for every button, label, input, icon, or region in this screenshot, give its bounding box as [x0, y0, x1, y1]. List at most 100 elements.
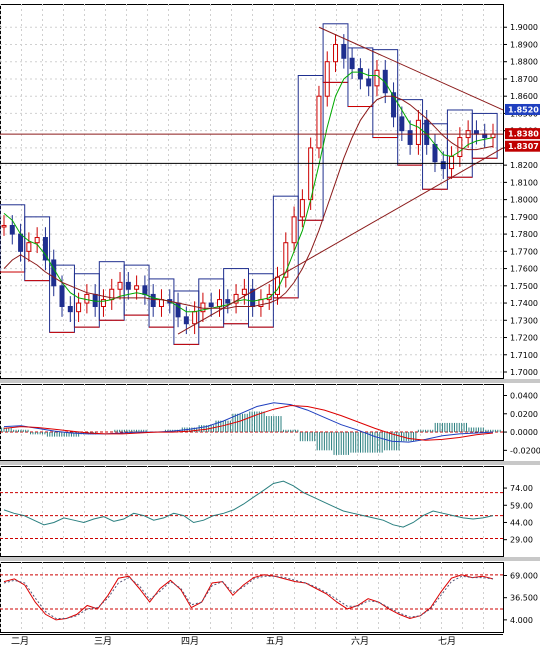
candle-body — [117, 281, 123, 290]
candle-body — [482, 133, 488, 139]
candle-body — [183, 316, 189, 325]
y-tick-label: 1.8100 — [510, 178, 538, 187]
candle-body — [449, 156, 455, 170]
candle-body — [333, 43, 339, 63]
month-label: 六月 — [351, 635, 369, 647]
rsi-line — [3, 480, 494, 528]
candle-body — [357, 68, 363, 80]
candle-body — [125, 281, 131, 290]
month-label: 七月 — [438, 636, 456, 647]
candle-body — [76, 302, 82, 313]
candle-body — [208, 302, 214, 307]
price-badge — [505, 140, 540, 152]
candle-body — [18, 233, 24, 252]
y-tick-label: 1.7700 — [510, 247, 538, 256]
candle-body — [382, 69, 388, 94]
support-trendline — [177, 147, 504, 335]
candle-body — [349, 57, 355, 70]
y-tick-label: 1.7200 — [510, 334, 538, 343]
y-tick-label: 1.8000 — [510, 196, 538, 205]
price-badge-label: 1.8520 — [508, 105, 539, 114]
moving-average-line — [3, 95, 494, 309]
candle-body — [415, 119, 421, 145]
candle-body — [341, 43, 347, 59]
price-badge-label: 1.8307 — [508, 142, 539, 151]
candle-body — [283, 242, 289, 278]
y-tick-label: 1.7400 — [510, 299, 538, 308]
y-tick-label: -0.0200 — [510, 446, 540, 455]
candle-body — [316, 95, 322, 149]
candle-body — [142, 285, 148, 295]
panel-separator — [0, 461, 540, 465]
candle-body — [26, 242, 32, 252]
candle-body — [216, 299, 222, 307]
y-tick-label: 0.0400 — [510, 391, 538, 400]
y-tick-label: 4.000 — [510, 616, 533, 625]
y-tick-label: 69.000 — [510, 572, 538, 581]
panel-separator — [0, 557, 540, 561]
candle-body — [1, 224, 7, 228]
candle-body — [391, 92, 397, 118]
moving-average-line — [3, 71, 494, 313]
candle-body — [490, 133, 496, 139]
month-label: 五月 — [266, 636, 284, 647]
y-tick-label: 1.7600 — [510, 265, 538, 274]
candle-body — [34, 237, 40, 244]
price-badge — [505, 128, 540, 140]
macd-signal-line — [3, 404, 494, 441]
y-tick-label: 0.0200 — [510, 410, 538, 419]
y-tick-label: 1.7800 — [510, 230, 538, 239]
y-tick-label: 1.7000 — [510, 368, 538, 377]
candle-body — [158, 299, 164, 307]
candle-body — [42, 237, 48, 261]
candle-body — [134, 285, 140, 290]
y-tick-label: 1.9000 — [510, 23, 538, 32]
y-tick-label: 1.8700 — [510, 75, 538, 84]
candle-body — [241, 288, 247, 295]
candle-body — [366, 78, 372, 87]
y-tick-label: 36.500 — [510, 594, 538, 603]
y-tick-label: 44.00 — [510, 518, 533, 527]
candle-body — [84, 293, 90, 304]
y-tick-label: 1.7900 — [510, 213, 538, 222]
candle-body — [233, 293, 239, 304]
y-tick-label: 1.8800 — [510, 58, 538, 67]
candle-body — [407, 130, 413, 145]
stochastic-d-line — [3, 575, 494, 619]
month-label: 四月 — [181, 636, 199, 647]
y-tick-label: 1.8600 — [510, 92, 538, 101]
y-tick-label: 0.0000 — [510, 428, 538, 437]
candle-body — [399, 116, 405, 132]
stochastic-k-line — [3, 574, 494, 621]
candle-body — [440, 161, 446, 170]
candle-body — [473, 130, 479, 135]
candle-body — [51, 259, 57, 287]
panel-separator — [0, 379, 540, 383]
y-tick-label: 1.7100 — [510, 351, 538, 360]
candle-body — [150, 293, 156, 307]
candle-body — [100, 299, 106, 307]
y-tick-label: 1.8200 — [510, 161, 538, 170]
candle-body — [59, 285, 65, 307]
price-badge-label: 1.8380 — [508, 130, 539, 139]
candle-body — [266, 293, 272, 301]
y-tick-label: 74.00 — [510, 484, 533, 493]
candle-body — [291, 216, 297, 244]
candle-body — [374, 69, 380, 87]
y-tick-label: 29.00 — [510, 536, 533, 545]
candle-body — [9, 224, 15, 235]
candle-body — [324, 61, 330, 97]
macd-line — [3, 402, 494, 443]
candle-body — [225, 299, 231, 304]
panel-price — [0, 4, 504, 379]
candle-body — [432, 143, 438, 163]
candle-body — [299, 199, 305, 218]
month-label: 三月 — [94, 636, 112, 647]
resistance-trendline — [318, 26, 504, 111]
month-label: 二月 — [11, 636, 29, 647]
y-tick-label: 1.7500 — [510, 282, 538, 291]
y-tick-label: 1.8900 — [510, 40, 538, 49]
y-tick-label: 1.7300 — [510, 316, 538, 325]
